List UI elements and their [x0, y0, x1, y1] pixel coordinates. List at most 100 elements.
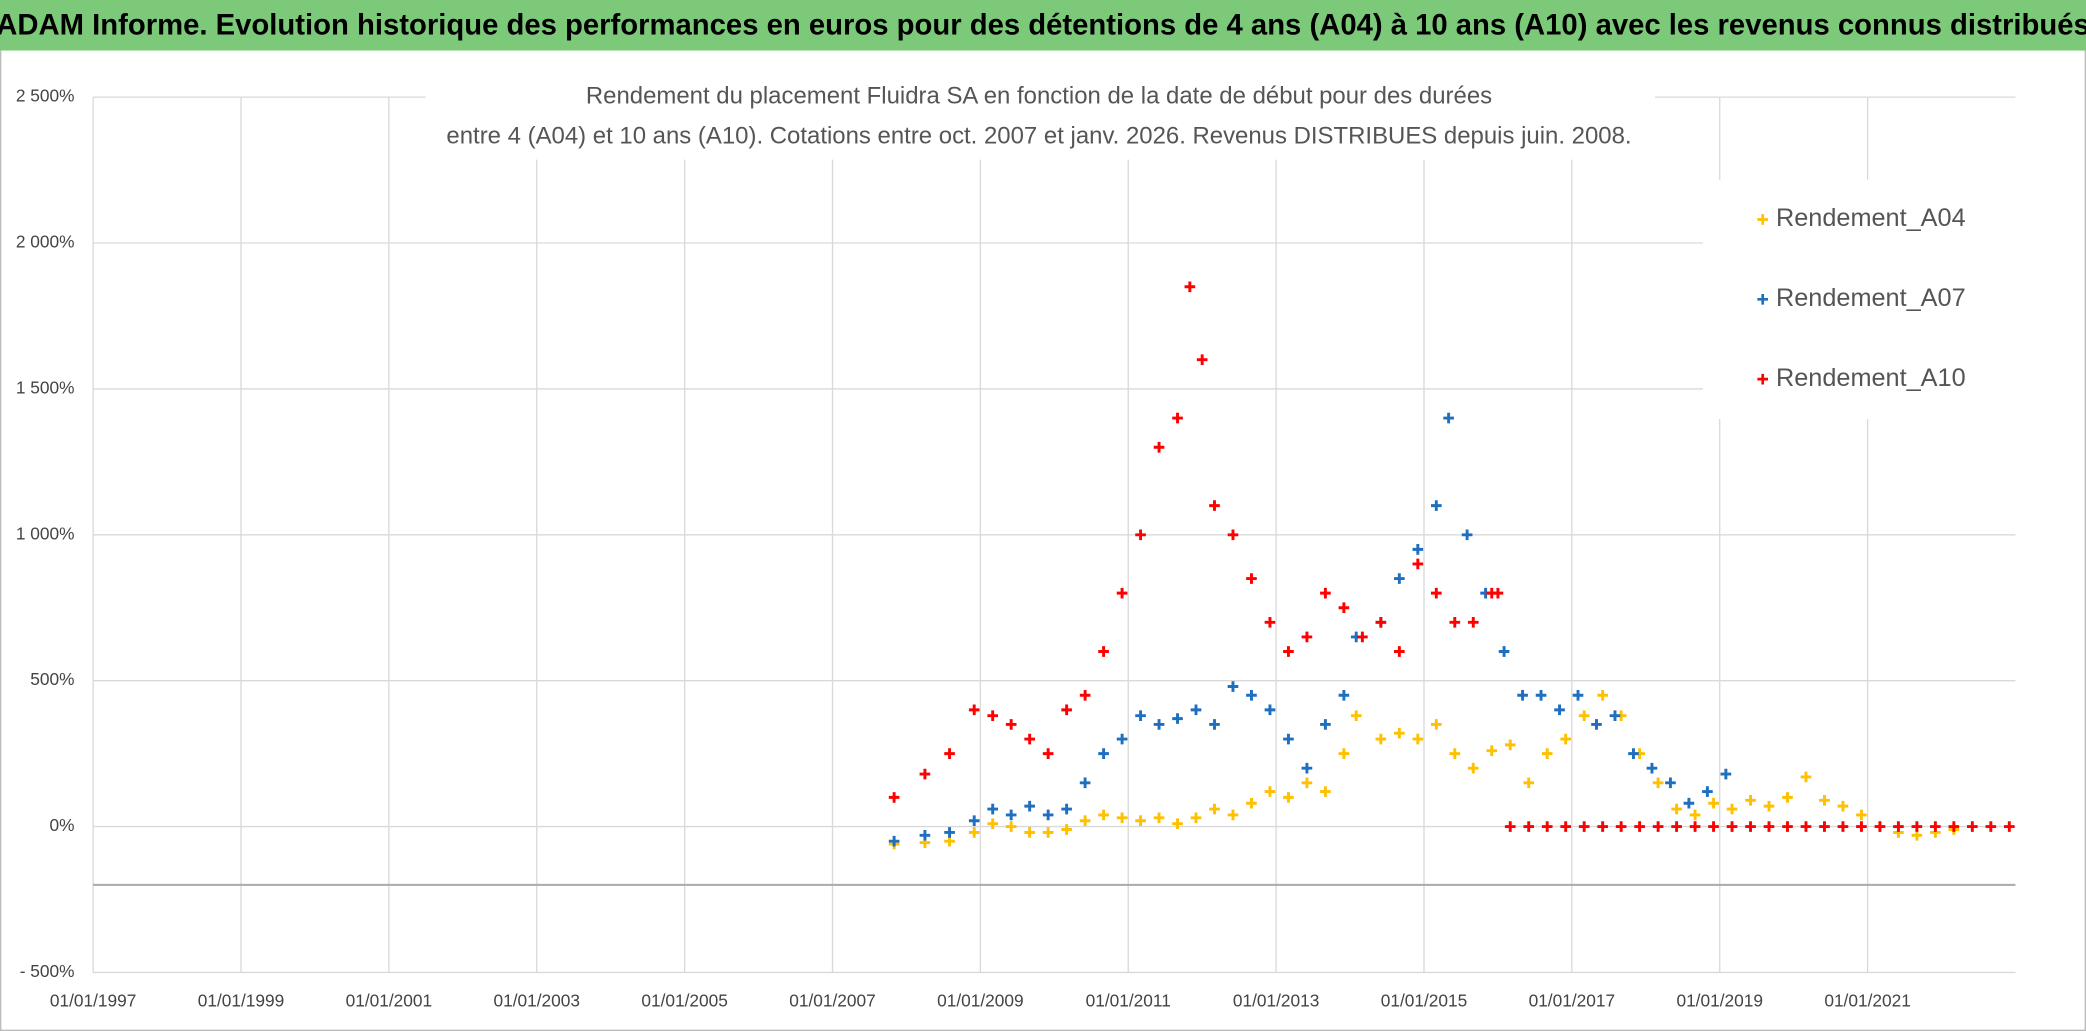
data-point [1689, 809, 1701, 821]
data-point [968, 815, 980, 827]
data-point [1591, 719, 1602, 730]
data-point [1689, 821, 1701, 832]
data-point [1554, 704, 1565, 716]
data-point [1320, 786, 1331, 797]
data-point [1283, 646, 1294, 657]
title-bg [425, 77, 1655, 160]
y-tick-label: - 500% [20, 961, 75, 981]
x-tick-label: 01/01/1999 [198, 990, 285, 1010]
data-point [1560, 821, 1572, 832]
data-point [1578, 710, 1590, 722]
data-point [987, 818, 999, 829]
data-point [1467, 617, 1479, 628]
data-point [1578, 821, 1590, 832]
y-tick-label: 1 000% [16, 523, 75, 543]
data-point [1320, 719, 1331, 730]
data-point [1819, 794, 1830, 806]
data-point [968, 827, 980, 838]
data-point [1911, 821, 1923, 832]
data-point [1646, 762, 1658, 774]
grid: - 500% 0% 500% 1 000% 1 500% 2 000% 2 500% 01/0… [16, 86, 2016, 1010]
data-point [1184, 281, 1196, 293]
data-point [1628, 748, 1639, 759]
plot-area [888, 281, 2015, 850]
data-point [1517, 689, 1528, 701]
data-point [1338, 748, 1350, 759]
data-point [1209, 500, 1220, 511]
x-tick-label: 01/01/2001 [346, 990, 433, 1010]
data-point [1209, 803, 1220, 815]
data-point [968, 704, 980, 716]
data-point [1461, 529, 1473, 541]
data-point [1745, 794, 1756, 806]
data-point [1153, 812, 1165, 824]
data-point [1061, 704, 1072, 716]
data-point [1350, 710, 1362, 722]
header-title: ADAM Informe. Evolution historique des p… [0, 9, 2086, 41]
data-point [1535, 689, 1547, 701]
data-point [1246, 797, 1257, 809]
data-point [1098, 646, 1109, 657]
x-tick-label: 01/01/2011 [1086, 990, 1171, 1010]
data-point [1726, 803, 1738, 815]
data-point [1116, 733, 1128, 745]
data-point [1283, 792, 1294, 803]
data-point [1819, 821, 1830, 832]
data-point [2003, 821, 2015, 832]
data-point [1720, 768, 1732, 780]
data-point [1412, 544, 1424, 555]
data-point [1837, 821, 1849, 832]
data-point [1005, 809, 1017, 821]
data-point [1523, 821, 1535, 832]
x-tick-label: 01/01/1997 [50, 990, 136, 1010]
data-point [1782, 792, 1793, 803]
data-point [1449, 617, 1461, 628]
data-point [1572, 689, 1584, 701]
data-point [1541, 821, 1553, 832]
legend-box [1702, 179, 2016, 420]
data-point [1856, 809, 1867, 821]
x-tick-label: 01/01/2003 [494, 990, 581, 1010]
data-point [1800, 771, 1812, 783]
data-point [1745, 821, 1756, 832]
data-point [1098, 748, 1109, 759]
x-tick-label: 01/01/2013 [1233, 990, 1320, 1010]
data-point [1301, 777, 1313, 789]
data-point [888, 835, 900, 847]
data-point [888, 792, 900, 803]
legend-label: Rendement_A07 [1776, 284, 1966, 312]
data-point [1338, 689, 1350, 701]
data-point [1930, 821, 1941, 832]
legend-marker [1757, 294, 1769, 305]
data-point [1948, 821, 1960, 832]
data-point [1837, 800, 1849, 812]
data-point [1320, 587, 1331, 599]
data-point [1412, 558, 1424, 570]
y-tick-label: 2 500% [16, 86, 75, 106]
data-point [1856, 821, 1867, 832]
data-point [1135, 529, 1146, 541]
data-point [1708, 797, 1719, 809]
data-point [1615, 821, 1627, 832]
data-point [1005, 821, 1017, 832]
data-point [1227, 681, 1239, 692]
data-point [919, 768, 931, 780]
data-point [1116, 587, 1128, 599]
x-tick-label: 01/01/2019 [1676, 990, 1763, 1010]
data-point [1430, 587, 1442, 599]
data-point [1492, 587, 1504, 599]
data-point [1079, 777, 1091, 789]
data-point [1782, 821, 1793, 832]
data-point [1652, 821, 1664, 832]
data-point [1394, 573, 1405, 584]
legend-label: Rendement_A04 [1776, 204, 1966, 232]
data-point [1246, 573, 1257, 584]
data-point [1246, 689, 1257, 701]
data-point [1079, 689, 1091, 701]
data-point [1985, 821, 1997, 832]
data-point [1412, 733, 1424, 745]
data-point [1671, 803, 1682, 815]
data-point [1702, 786, 1713, 797]
x-tick-label: 01/01/2009 [937, 990, 1024, 1010]
data-point [1079, 815, 1091, 827]
